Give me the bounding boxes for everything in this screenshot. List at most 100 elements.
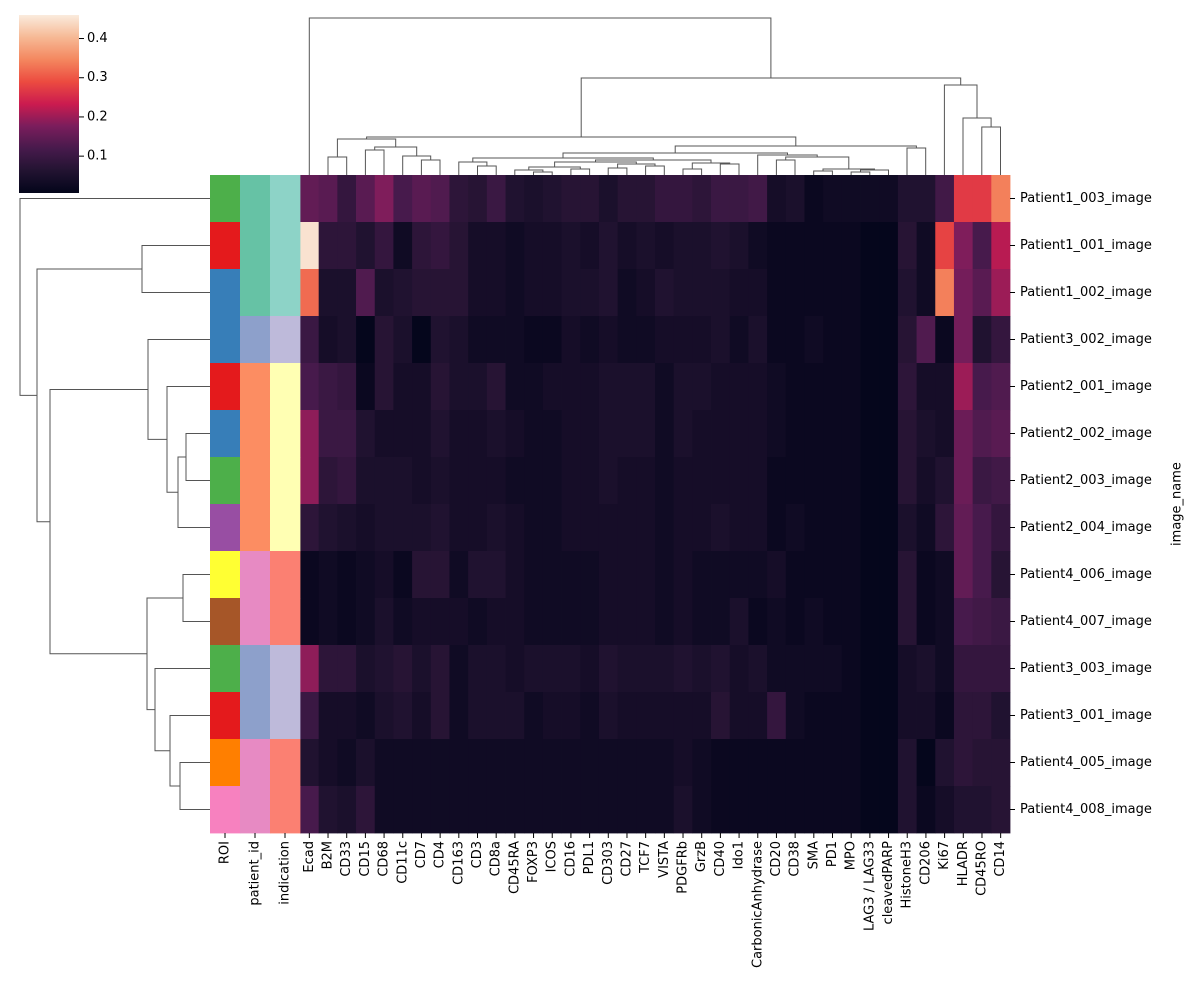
heatmap-cell <box>767 316 787 364</box>
heatmap-cell <box>748 551 768 599</box>
heatmap-cell <box>767 269 787 317</box>
heatmap-cell <box>879 457 899 505</box>
annotation-cell <box>270 363 301 411</box>
heatmap-cell <box>729 504 749 552</box>
heatmap-cell <box>785 363 805 411</box>
heatmap-cell <box>486 457 506 505</box>
heatmap-cell <box>393 175 413 223</box>
heatmap-cell <box>823 222 843 270</box>
heatmap-cell <box>991 363 1011 411</box>
annotation-cell <box>270 457 301 505</box>
heatmap-cell <box>692 739 712 787</box>
heatmap-cell <box>748 316 768 364</box>
column-dendrogram <box>308 17 1001 175</box>
heatmap-cell <box>337 598 357 646</box>
heatmap-cell <box>804 645 824 693</box>
heatmap-cell <box>300 692 320 740</box>
annotation-cell <box>270 410 301 458</box>
heatmap-cell <box>841 410 861 458</box>
heatmap-cell <box>486 739 506 787</box>
heatmap-cell <box>524 175 544 223</box>
heatmap-cell <box>748 410 768 458</box>
heatmap-cell <box>318 363 338 411</box>
heatmap-cell <box>505 692 525 740</box>
heatmap-cell <box>356 222 376 270</box>
x-tick-label: cleavedPARP <box>881 841 896 925</box>
heatmap-cell <box>449 598 469 646</box>
heatmap-cell <box>748 692 768 740</box>
heatmap-cell <box>430 316 450 364</box>
heatmap-cell <box>524 410 544 458</box>
heatmap-cell <box>598 504 619 552</box>
heatmap-cell <box>318 598 338 646</box>
heatmap-cell <box>860 363 880 411</box>
annotation-cell <box>210 363 241 411</box>
heatmap-cell <box>935 645 955 693</box>
heatmap-cell <box>542 692 562 740</box>
heatmap-cell <box>524 363 544 411</box>
heatmap-cell <box>991 645 1011 693</box>
annotation-cell <box>240 504 271 552</box>
heatmap-cell <box>337 457 357 505</box>
heatmap-cell <box>412 786 432 834</box>
heatmap-cell <box>337 222 357 270</box>
heatmap-cell <box>860 269 880 317</box>
heatmap-cell <box>655 363 675 411</box>
heatmap-cell <box>972 410 992 458</box>
heatmap-cell <box>636 410 656 458</box>
annotation-label: ROI <box>218 841 233 864</box>
heatmap-cell <box>374 410 394 458</box>
heatmap-cell <box>356 551 376 599</box>
y-tick-label: Patient4_007_image <box>1020 614 1152 629</box>
annotation-cell <box>270 504 301 552</box>
heatmap-cell <box>711 551 731 599</box>
heatmap-cell <box>449 222 469 270</box>
heatmap-cell <box>393 504 413 552</box>
heatmap-cell <box>356 363 376 411</box>
heatmap-cell <box>318 410 338 458</box>
x-tick-label: CD38 <box>788 841 803 877</box>
heatmap-cell <box>823 551 843 599</box>
heatmap-cell <box>449 457 469 505</box>
heatmap-cell <box>953 363 974 411</box>
heatmap-cell <box>711 410 731 458</box>
heatmap-cell <box>393 692 413 740</box>
heatmap-cell <box>524 692 544 740</box>
heatmap-cell <box>430 598 450 646</box>
heatmap-cell <box>972 551 992 599</box>
heatmap-cell <box>879 692 899 740</box>
heatmap-cell <box>804 504 824 552</box>
heatmap-cell <box>505 504 525 552</box>
heatmap-cell <box>711 175 731 223</box>
heatmap-cell <box>804 457 824 505</box>
heatmap-cell <box>505 786 525 834</box>
annotation-cell <box>210 551 241 599</box>
annotation-cell <box>240 598 271 646</box>
heatmap-cell <box>785 786 805 834</box>
x-tick-label: CD45RO <box>974 841 989 896</box>
heatmap-cell <box>561 175 581 223</box>
heatmap-cell <box>935 739 955 787</box>
heatmap-cell <box>823 269 843 317</box>
heatmap-cell <box>711 504 731 552</box>
heatmap-cell <box>542 457 562 505</box>
annotation-cell <box>210 692 241 740</box>
heatmap-cell <box>692 175 712 223</box>
heatmap-cell <box>767 504 787 552</box>
heatmap-cell <box>505 739 525 787</box>
heatmap-cell <box>318 269 338 317</box>
heatmap-cell <box>841 598 861 646</box>
heatmap-cell <box>767 457 787 505</box>
heatmap-cell <box>729 786 749 834</box>
heatmap-cell <box>972 363 992 411</box>
heatmap-cell <box>729 269 749 317</box>
heatmap-cell <box>916 551 936 599</box>
heatmap-cell <box>561 739 581 787</box>
heatmap-cell <box>991 739 1011 787</box>
heatmap-cell <box>486 222 506 270</box>
annotation-cell <box>210 786 241 834</box>
heatmap-cell <box>524 786 544 834</box>
heatmap-cell <box>711 316 731 364</box>
heatmap-cell <box>841 786 861 834</box>
heatmap-cell <box>374 551 394 599</box>
